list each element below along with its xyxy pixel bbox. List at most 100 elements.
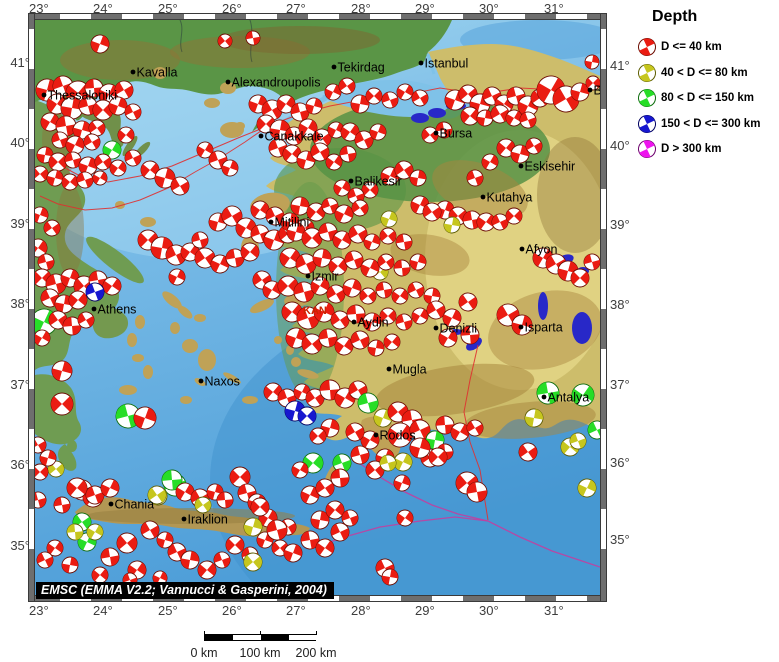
beachball: [290, 196, 310, 216]
beachball: [409, 419, 431, 441]
special-labels: KAN: [303, 305, 327, 317]
beachball: [35, 436, 47, 454]
city-label: Mitilini: [275, 216, 310, 230]
beachball: [411, 89, 429, 107]
axis-tick-label: 36°: [610, 455, 630, 470]
beachball: [330, 522, 350, 542]
beachball: [124, 103, 142, 121]
beachball: [409, 169, 427, 187]
city-label: Eskisehir: [525, 160, 576, 174]
city-label: Antalya: [548, 391, 590, 405]
beachball: [519, 111, 537, 129]
beachball: [505, 109, 523, 127]
beachball: [35, 491, 47, 509]
beachball: [250, 497, 270, 517]
beachball: [115, 403, 141, 429]
beachball: [396, 509, 414, 527]
axis-tick-label: 23°: [29, 1, 49, 16]
beachball: [396, 83, 414, 101]
beachball: [90, 34, 110, 54]
axis-tick-label: 23°: [29, 603, 49, 618]
beachball: [213, 551, 231, 569]
beachball: [570, 268, 590, 288]
legend-item: D <= 40 km: [636, 35, 722, 59]
city-label: Athens: [98, 303, 137, 317]
axis-tick-label: 38°: [610, 297, 630, 312]
city-marker-antalya: Antalya: [541, 391, 590, 405]
beachball: [156, 531, 174, 549]
beachball: [387, 422, 413, 448]
beachball: [481, 153, 499, 171]
beachball: [379, 307, 397, 325]
beachball: [124, 149, 142, 167]
beachball: [466, 419, 484, 437]
beachball: [381, 568, 399, 586]
axis-tick-label: 41°: [610, 58, 630, 73]
beachball: [295, 253, 317, 275]
city-marker-b: B: [587, 84, 600, 98]
beachball: [332, 230, 352, 250]
city-marker-rodos: Rodos: [373, 429, 416, 443]
legend-item: 80 < D <= 150 km: [636, 86, 754, 110]
beachball: [422, 202, 442, 222]
beachball: [65, 135, 85, 155]
beachball: [84, 78, 104, 98]
beachball: [369, 123, 387, 141]
beachball: [35, 206, 49, 224]
axis-tick-label: 40°: [10, 135, 30, 150]
beachball: [298, 118, 318, 138]
city-label: Naxos: [205, 375, 240, 389]
beachball: [301, 227, 323, 249]
legend-title: Depth: [652, 8, 698, 25]
beachball: [296, 150, 316, 170]
beachball: [243, 552, 263, 572]
beachball: [40, 288, 60, 308]
beachball: [518, 442, 538, 462]
beachball: [266, 519, 288, 541]
beachball: [72, 120, 92, 140]
city-marker-eskisehir: Eskisehir: [518, 160, 576, 174]
beachball: [466, 169, 484, 187]
city-marker-naxos: Naxos: [198, 375, 240, 389]
beachball: [380, 166, 400, 186]
beachball: [391, 287, 409, 305]
station-label: KAN: [303, 305, 327, 317]
beachball: [330, 468, 350, 488]
axis-tick-label: 26°: [222, 1, 242, 16]
beachball: [100, 547, 120, 567]
beachball: [147, 485, 167, 505]
beachball: [342, 278, 362, 298]
beachball: [379, 454, 397, 472]
beachball: [466, 481, 488, 503]
axis-tick-label: 28°: [351, 1, 371, 16]
beachball: [318, 222, 338, 242]
beachball: [61, 556, 79, 574]
beachball: [345, 422, 365, 442]
axis-tick-label: 31°: [544, 1, 564, 16]
beachball-legend-icon: [638, 89, 656, 107]
beachball: [411, 307, 429, 325]
beachball: [191, 231, 209, 249]
beachball: [407, 281, 425, 299]
legend-item-label: D > 300 km: [661, 143, 722, 155]
beachball: [50, 392, 74, 416]
beachball: [426, 300, 446, 320]
beachball: [330, 310, 350, 330]
axis-tick-label: 24°: [93, 1, 113, 16]
scale-segment: [233, 635, 261, 640]
axis-tick-label: 40°: [610, 138, 630, 153]
beachball: [496, 138, 516, 158]
beachball: [35, 238, 48, 258]
beachball: [450, 422, 470, 442]
city-marker-kutahya: Kutahya: [480, 191, 532, 205]
beachball: [54, 294, 74, 314]
beachball: [140, 160, 160, 180]
beachball: [583, 253, 600, 271]
city-label: Rodos: [380, 429, 416, 443]
beachball-legend-icon: [638, 63, 656, 82]
beachball: [39, 449, 57, 467]
beachball: [40, 112, 60, 132]
axis-tick-label: 26°: [222, 603, 242, 618]
city-marker-canakkale: Canakkale: [258, 130, 324, 144]
